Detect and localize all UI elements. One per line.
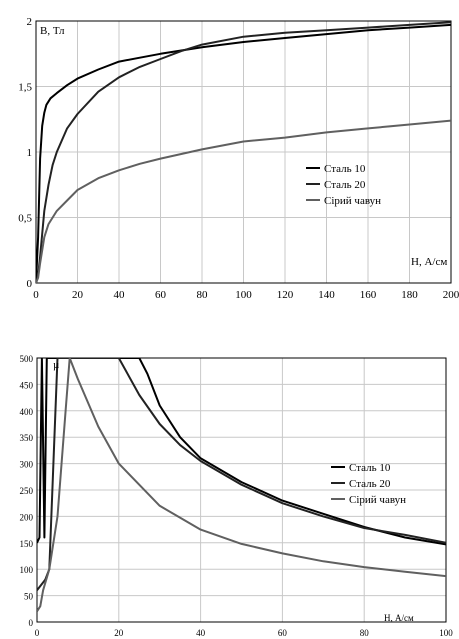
x-tick-label: 120 (277, 289, 294, 300)
legend: Сталь 10 Сталь 20 Сірий чавун (331, 462, 406, 506)
legend-label-2: Сталь 20 (324, 179, 366, 191)
x-tick-label: 200 (443, 289, 459, 300)
x-tick-label: 0 (35, 628, 40, 638)
x-tick-label: 40 (196, 628, 206, 638)
series-line-2 (36, 21, 451, 283)
y-tick-label: 0 (27, 278, 33, 290)
x-tick-label: 20 (72, 289, 84, 300)
x-tick-label: 0 (33, 289, 39, 300)
y-tick-label: 300 (20, 460, 34, 470)
x-axis-label: H, А/см (411, 256, 447, 268)
grid (36, 21, 451, 283)
x-tick-label: 100 (235, 289, 252, 300)
series-line-1 (36, 23, 451, 283)
y-axis-label: µ (53, 359, 59, 371)
chart-1: 0 20 40 60 80 100 0 50 100 150 200 250 300 350 400 450 5… (20, 354, 454, 638)
legend-label-3: Сірий чавун (324, 195, 381, 207)
x-tick-label: 80 (197, 289, 209, 300)
y-tick-label: 250 (20, 486, 34, 496)
legend: Сталь 10 Сталь 20 Сірий чавун (306, 163, 381, 207)
y-tick-label: 350 (20, 433, 34, 443)
b-h-chart: 0 20 40 60 80 100 120 140 160 180 200 0 0,5 1 1,5 2 B, Т… (18, 16, 459, 300)
y-tick-label: 2 (27, 16, 33, 28)
y-tick-label: 1 (27, 147, 33, 159)
y-tick-label: 200 (20, 512, 34, 522)
y-tick-label: 100 (20, 565, 34, 575)
y-tick-label: 0 (29, 618, 34, 628)
plot-frame (35, 20, 452, 284)
x-tick-label: 140 (318, 289, 335, 300)
legend-label-2: Сталь 20 (349, 478, 391, 490)
legend-label-3: Сірий чавун (349, 494, 406, 506)
series-line-1 (37, 358, 446, 546)
legend-label-1: Сталь 10 (324, 163, 366, 175)
y-axis-label: B, Тл (40, 25, 65, 37)
y-tick-label: 150 (20, 539, 34, 549)
x-axis-label: H, А/см (384, 613, 414, 623)
x-tick-label: 100 (439, 628, 453, 638)
mu-h-chart: 0 20 40 60 80 100 0 50 100 150 200 250 300 350 400 450 5… (20, 354, 454, 638)
series-line-2 (37, 358, 446, 591)
x-tick-label: 180 (401, 289, 418, 300)
y-tick-label: 500 (20, 354, 34, 364)
x-tick-label: 40 (114, 289, 126, 300)
y-tick-label: 50 (24, 592, 34, 602)
legend-label-1: Сталь 10 (349, 462, 391, 474)
series-line-3 (36, 119, 451, 283)
y-tick-label: 1,5 (18, 82, 32, 94)
x-tick-label: 60 (278, 628, 288, 638)
series-line-3 (37, 358, 446, 612)
x-tick-label: 20 (114, 628, 124, 638)
y-tick-label: 450 (20, 380, 34, 390)
chart-0: 0 20 40 60 80 100 120 140 160 180 200 0 0,5 1 1,5 2 B, Т… (18, 16, 459, 300)
plot-frame (36, 357, 447, 623)
x-tick-label: 60 (155, 289, 167, 300)
x-tick-label: 160 (360, 289, 377, 300)
grid (37, 358, 446, 622)
y-tick-label: 0,5 (18, 213, 32, 225)
x-tick-label: 80 (360, 628, 370, 638)
y-tick-label: 400 (20, 407, 34, 417)
